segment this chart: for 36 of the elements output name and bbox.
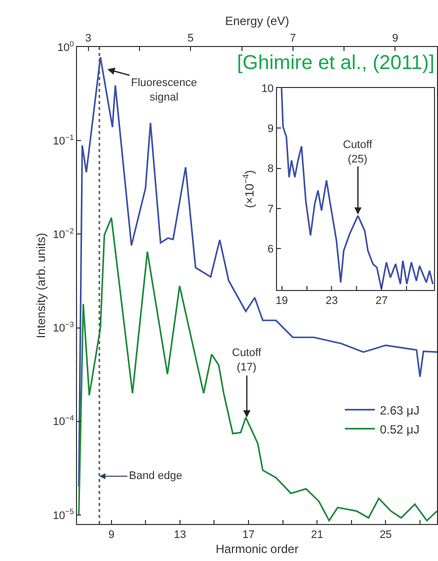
y-tick-label: 10$^{0}$ [57, 39, 74, 54]
y-tick-label: 9 [267, 123, 274, 136]
x-tick-label: 23 [326, 295, 338, 308]
legend-label: 0.52 μJ [380, 422, 420, 436]
y-tick-label: 10$^{−2}$ [52, 226, 74, 242]
x2-axis-title: Energy (eV) [225, 14, 290, 28]
y-tick-label: 6 [267, 244, 274, 256]
y-axis-title: Intensity (arb. units) [34, 232, 48, 338]
y-tick-label: 10 [261, 82, 274, 95]
annotation: Cutoff (17) [232, 347, 262, 374]
x-tick-label: 21 [310, 529, 324, 542]
annotation: Fluorescence signal [131, 77, 198, 104]
x-tick-label: 19 [276, 295, 288, 308]
x-axis-title: Harmonic order [216, 542, 298, 556]
x-tick-label: 13 [174, 529, 186, 542]
x-tick-label: 27 [376, 295, 388, 308]
x2-tick-label: 3 [85, 32, 92, 45]
line-series [280, 88, 434, 290]
annotation: [Ghimire et al., (2011)] [237, 52, 434, 74]
ref-line-label: Band edge [129, 470, 182, 482]
legend-label: 2.63 μJ [380, 403, 420, 418]
y-tick-label: 8 [267, 163, 274, 176]
x-tick-label: 25 [380, 529, 392, 542]
x-tick-label: 17 [242, 529, 255, 542]
y-tick-label: 10$^{−3}$ [52, 320, 74, 335]
line-series [78, 56, 438, 488]
y-tick-label: 7 [267, 203, 274, 216]
y-tick-label: 10$^{−1}$ [52, 132, 74, 148]
x2-tick-label: 7 [290, 32, 296, 45]
annotation: Cutoff (25) [343, 139, 374, 166]
x2-tick-label: 5 [188, 32, 194, 45]
y-tick-label: 10$^{−5}$ [52, 507, 74, 522]
x2-tick-label: 9 [392, 32, 398, 45]
line-series [78, 216, 438, 522]
y-tick-label: 10$^{−4}$ [52, 414, 75, 428]
x-tick-label: 9 [108, 529, 114, 542]
